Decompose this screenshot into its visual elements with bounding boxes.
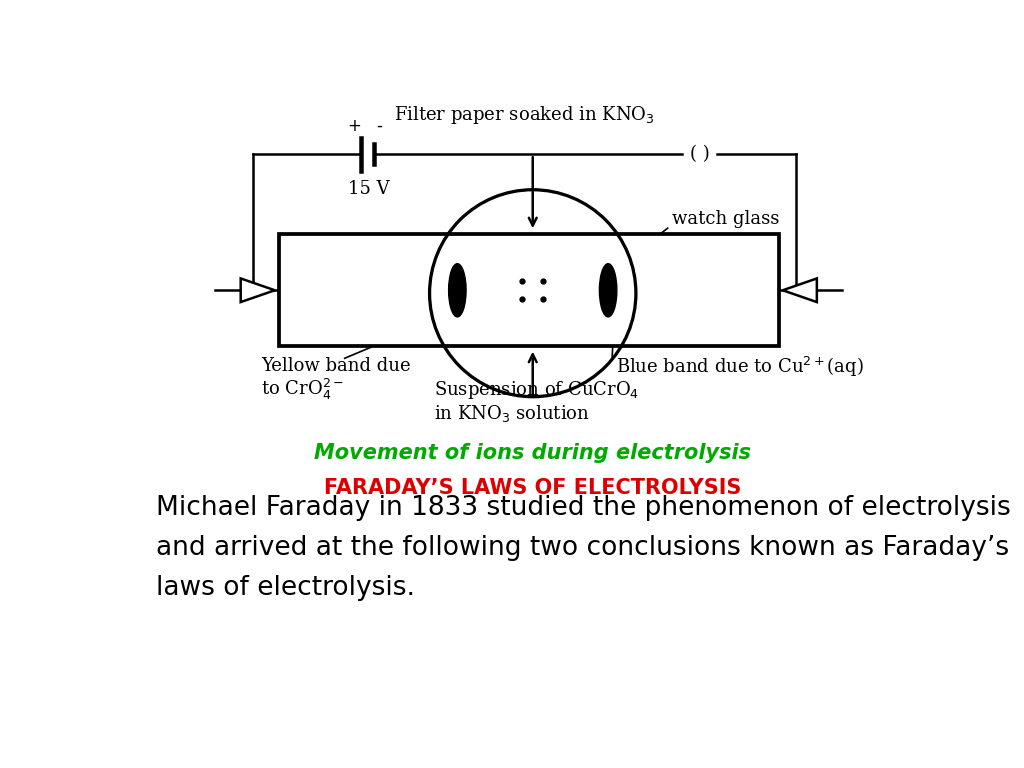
Bar (279, 234, 778, 346)
Text: -: - (377, 117, 383, 134)
Text: watch glass: watch glass (672, 210, 779, 228)
Polygon shape (241, 279, 274, 302)
Text: Blue band due to Cu$^{2+}$(aq): Blue band due to Cu$^{2+}$(aq) (616, 355, 864, 379)
Ellipse shape (599, 263, 616, 317)
Text: Yellow band due: Yellow band due (261, 357, 411, 375)
Text: Michael Faraday in 1833 studied the phenomenon of electrolysis
and arrived at th: Michael Faraday in 1833 studied the phen… (156, 495, 1011, 601)
Text: 15 V: 15 V (348, 180, 389, 197)
Text: +: + (347, 117, 361, 134)
Text: to CrO$_4^{2-}$: to CrO$_4^{2-}$ (261, 377, 344, 402)
Text: ( ): ( ) (689, 145, 710, 164)
Polygon shape (782, 279, 817, 302)
Text: Filter paper soaked in KNO$_3$: Filter paper soaked in KNO$_3$ (394, 104, 655, 126)
Text: Suspension of CuCrO$_4$: Suspension of CuCrO$_4$ (433, 379, 639, 401)
Text: in KNO$_3$ solution: in KNO$_3$ solution (433, 402, 590, 424)
Ellipse shape (449, 263, 466, 317)
Text: Movement of ions during electrolysis: Movement of ions during electrolysis (314, 443, 752, 463)
Text: FARADAY’S LAWS OF ELECTROLYSIS: FARADAY’S LAWS OF ELECTROLYSIS (324, 478, 741, 498)
